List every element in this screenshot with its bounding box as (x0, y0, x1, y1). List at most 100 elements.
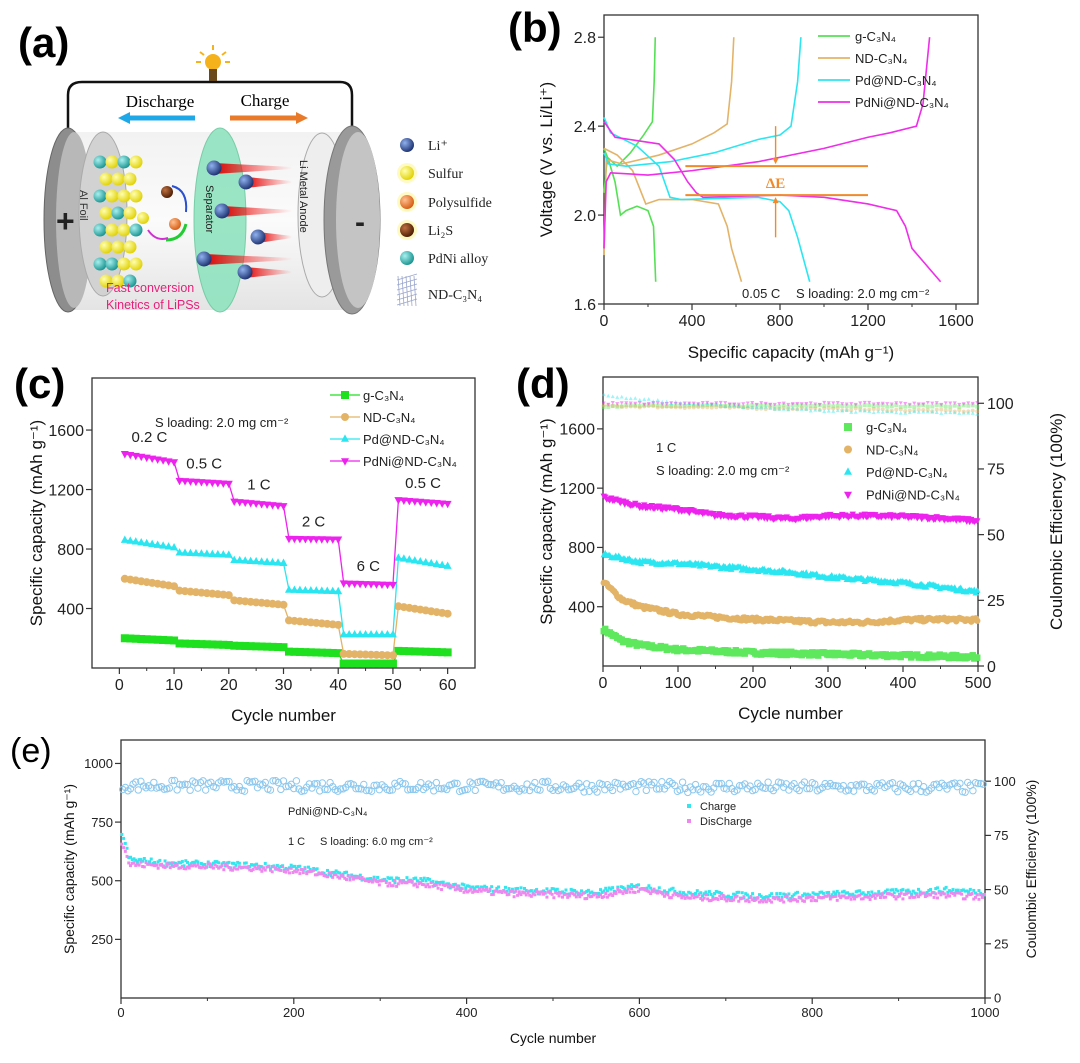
legend-label: PdNi alloy (428, 252, 488, 267)
data-point (232, 861, 236, 865)
data-point (612, 889, 616, 893)
data-point (680, 893, 684, 897)
ce-point (849, 787, 858, 795)
data-point (497, 890, 501, 894)
data-point (780, 895, 784, 899)
data-point (328, 536, 337, 544)
ce-point (925, 408, 930, 413)
data-point (687, 896, 691, 900)
data-point (452, 883, 456, 887)
pdni-particle (93, 223, 107, 237)
data-point (894, 888, 898, 892)
data-point (208, 640, 217, 649)
data-point (735, 890, 739, 894)
data-point (910, 892, 914, 896)
data-point (690, 893, 694, 897)
data-point (816, 895, 820, 899)
data-point (882, 895, 886, 899)
data-point (317, 871, 321, 875)
data-point (181, 639, 190, 648)
ce-point (880, 407, 885, 412)
ce-point (916, 407, 921, 412)
data-point (657, 890, 661, 894)
ce-point (681, 784, 689, 793)
data-point (507, 892, 511, 896)
data-point (662, 889, 666, 893)
data-point (763, 895, 767, 899)
ce-point (718, 404, 723, 409)
data-point (954, 888, 958, 892)
data-point (220, 862, 224, 866)
data-point (334, 536, 343, 544)
ce-point (650, 778, 658, 787)
ce-point (772, 407, 777, 412)
data-point (179, 861, 183, 865)
data-point (974, 654, 981, 661)
ce-point (723, 404, 728, 409)
ce-point (633, 401, 638, 406)
data-point (481, 885, 485, 889)
data-point (901, 888, 905, 892)
data-point (290, 647, 299, 656)
data-point (450, 885, 454, 889)
ce-point (603, 781, 612, 789)
ce-point (313, 780, 321, 788)
data-point (386, 884, 390, 888)
loading-annotation: S loading: 6.0 mg cm⁻² (320, 836, 433, 848)
data-point (578, 895, 582, 899)
data-point (972, 888, 976, 892)
ce-point (513, 785, 521, 793)
data-point (870, 894, 874, 898)
data-point (255, 862, 259, 866)
data-point (301, 648, 310, 657)
x-axis-label: Cycle number (738, 704, 843, 723)
data-point (252, 642, 261, 651)
ce-point (678, 400, 683, 405)
data-point (282, 868, 286, 872)
data-point (377, 659, 386, 668)
data-point (252, 556, 261, 565)
legend-marker (844, 423, 852, 431)
lattice-line (409, 275, 413, 307)
ce-point (266, 786, 275, 794)
data-point (604, 892, 608, 896)
data-point (866, 890, 870, 894)
ce-point (943, 401, 948, 406)
data-point (230, 868, 234, 872)
data-point (332, 873, 336, 877)
ce-point (700, 403, 705, 408)
data-point (127, 861, 131, 865)
x-tick-label: 200 (740, 675, 767, 692)
ce-point (673, 401, 678, 406)
data-point (757, 893, 761, 897)
data-point (707, 890, 711, 894)
data-point (445, 883, 449, 887)
data-point (678, 890, 682, 894)
data-point (417, 880, 421, 884)
data-point (206, 862, 210, 866)
ce-point (958, 787, 967, 796)
data-point (129, 855, 133, 859)
data-point (827, 893, 831, 897)
y2-axis-label: Coulombic Efficiency (100%) (1023, 780, 1039, 959)
ce-point (170, 776, 179, 785)
y-axis-label: Specific capacity (mAh g⁻¹) (537, 418, 556, 624)
data-point (462, 883, 466, 887)
legend-label: Polysulfide (428, 196, 492, 211)
note-line-1: Fast conversion (106, 281, 194, 295)
ce-point (876, 401, 881, 406)
ce-point (687, 405, 692, 410)
pdni-particle (129, 223, 143, 237)
data-point (210, 865, 214, 869)
ce-point (813, 404, 818, 409)
ce-point (702, 783, 710, 791)
ce-point (885, 409, 890, 414)
data-point (263, 861, 267, 865)
data-point (908, 896, 912, 900)
data-point (298, 872, 302, 876)
curve-charge (603, 37, 931, 249)
data-point (345, 659, 354, 668)
data-point (700, 894, 704, 898)
data-point (246, 642, 255, 651)
ce-point (934, 410, 939, 414)
